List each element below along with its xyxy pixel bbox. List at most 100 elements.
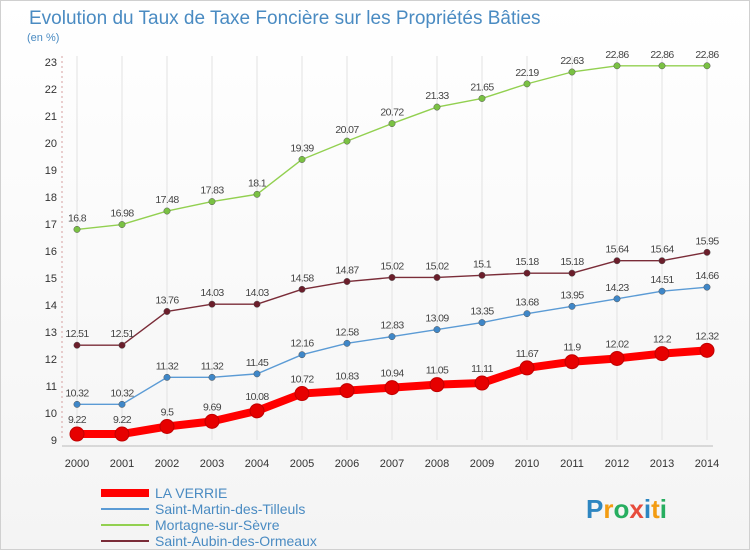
data-point [339, 383, 355, 399]
data-point [478, 271, 486, 279]
x-tick-label: 2003 [200, 458, 224, 470]
data-point [118, 341, 126, 349]
data-label: 10.94 [380, 368, 404, 380]
x-tick-label: 2004 [245, 458, 269, 470]
y-tick-label: 23 [45, 57, 57, 69]
data-point [208, 300, 216, 308]
data-point [204, 413, 220, 429]
legend: LA VERRIESaint-Martin-des-TilleulsMortag… [101, 485, 317, 549]
y-tick-label: 20 [45, 138, 57, 150]
data-label: 11.11 [471, 363, 493, 375]
data-point [253, 190, 261, 198]
data-point [73, 341, 81, 349]
y-tick-label: 18 [45, 192, 57, 204]
data-label: 13.35 [470, 306, 494, 318]
y-tick-label: 17 [45, 219, 57, 231]
data-label: 16.98 [110, 208, 134, 220]
data-point [613, 62, 621, 70]
data-label: 12.32 [695, 330, 719, 342]
data-label: 12.58 [335, 326, 359, 338]
y-tick-label: 9 [51, 435, 57, 447]
grid [76, 56, 708, 440]
x-tick-label: 2014 [695, 458, 719, 470]
data-point [118, 221, 126, 228]
data-label: 12.51 [110, 328, 134, 340]
data-label: 12.16 [290, 338, 314, 350]
data-label: 11.67 [516, 348, 539, 360]
data-label: 15.02 [425, 260, 449, 272]
data-label: 15.18 [560, 256, 584, 268]
legend-label: Mortagne-sur-Sèvre [155, 517, 280, 533]
x-tick-label: 2012 [605, 458, 629, 470]
data-label: 21.33 [425, 90, 449, 102]
brand-letter: r [603, 494, 613, 524]
x-tick-label: 2006 [335, 458, 359, 470]
data-label: 20.72 [380, 107, 404, 119]
x-tick-label: 2010 [515, 458, 539, 470]
data-point [208, 198, 216, 206]
data-point [294, 386, 310, 402]
data-point [388, 120, 396, 128]
chart-title: Evolution du Taux de Taxe Foncière sur l… [29, 8, 541, 29]
data-point [388, 274, 396, 281]
data-label: 20.07 [335, 124, 359, 136]
data-point [568, 68, 576, 76]
data-point [343, 278, 351, 285]
legend-label: Saint-Martin-des-Tilleuls [155, 501, 305, 517]
data-point [114, 426, 130, 442]
data-label: 11.9 [563, 342, 581, 354]
data-label: 11.05 [426, 365, 449, 377]
data-point [568, 302, 576, 310]
data-point [478, 95, 486, 102]
data-point [69, 426, 85, 442]
data-point [564, 354, 580, 370]
y-tick-label: 22 [45, 84, 57, 96]
data-label: 22.19 [515, 67, 539, 79]
data-point [73, 400, 81, 408]
data-point [613, 257, 621, 265]
axes: 9 10 11 12 13 14 15 16 17 18 19 20 21 22 23 2000 2001 200… [45, 56, 719, 470]
data-point [609, 350, 625, 366]
x-tick-label: 2008 [425, 458, 449, 470]
x-tick-label: 2002 [155, 458, 179, 470]
data-point [523, 269, 531, 277]
data-label: 9.69 [203, 401, 222, 413]
data-point [658, 257, 666, 265]
data-label: 14.03 [200, 287, 224, 299]
data-label: 12.2 [653, 334, 672, 346]
data-label: 14.66 [695, 270, 719, 282]
series-layer [69, 62, 715, 442]
data-label: 15.18 [515, 256, 539, 268]
x-tick-label: 2011 [560, 458, 584, 470]
data-point [163, 308, 171, 315]
data-label: 15.64 [605, 244, 629, 256]
data-point [118, 400, 126, 408]
data-point [568, 269, 576, 277]
data-label: 13.95 [560, 289, 584, 301]
x-tick-label: 2013 [650, 458, 674, 470]
data-label: 11.45 [246, 357, 269, 369]
data-point [73, 225, 81, 233]
data-point [699, 342, 715, 358]
data-point [343, 339, 351, 347]
data-label: 12.83 [380, 320, 404, 332]
data-label: 18.1 [248, 177, 267, 189]
data-labels: 16.8 16.98 17.48 17.83 18.1 19.39 20.07 20.72 21… [65, 49, 720, 426]
data-label: 11.32 [201, 360, 224, 372]
data-point [519, 360, 535, 376]
data-label: 13.76 [155, 294, 179, 306]
data-label: 22.86 [605, 49, 629, 61]
data-point [298, 351, 306, 359]
data-label: 13.68 [515, 297, 539, 309]
data-point [343, 137, 351, 145]
data-label: 10.83 [335, 371, 359, 383]
y-tick-label: 10 [45, 408, 57, 420]
data-point [654, 346, 670, 362]
data-label: 21.65 [470, 81, 494, 93]
y-tick-label: 21 [45, 111, 57, 123]
data-label: 9.22 [68, 414, 87, 426]
unit-label: (en %) [27, 32, 59, 44]
legend-label: LA VERRIE [155, 485, 227, 501]
data-label: 12.02 [605, 338, 629, 350]
